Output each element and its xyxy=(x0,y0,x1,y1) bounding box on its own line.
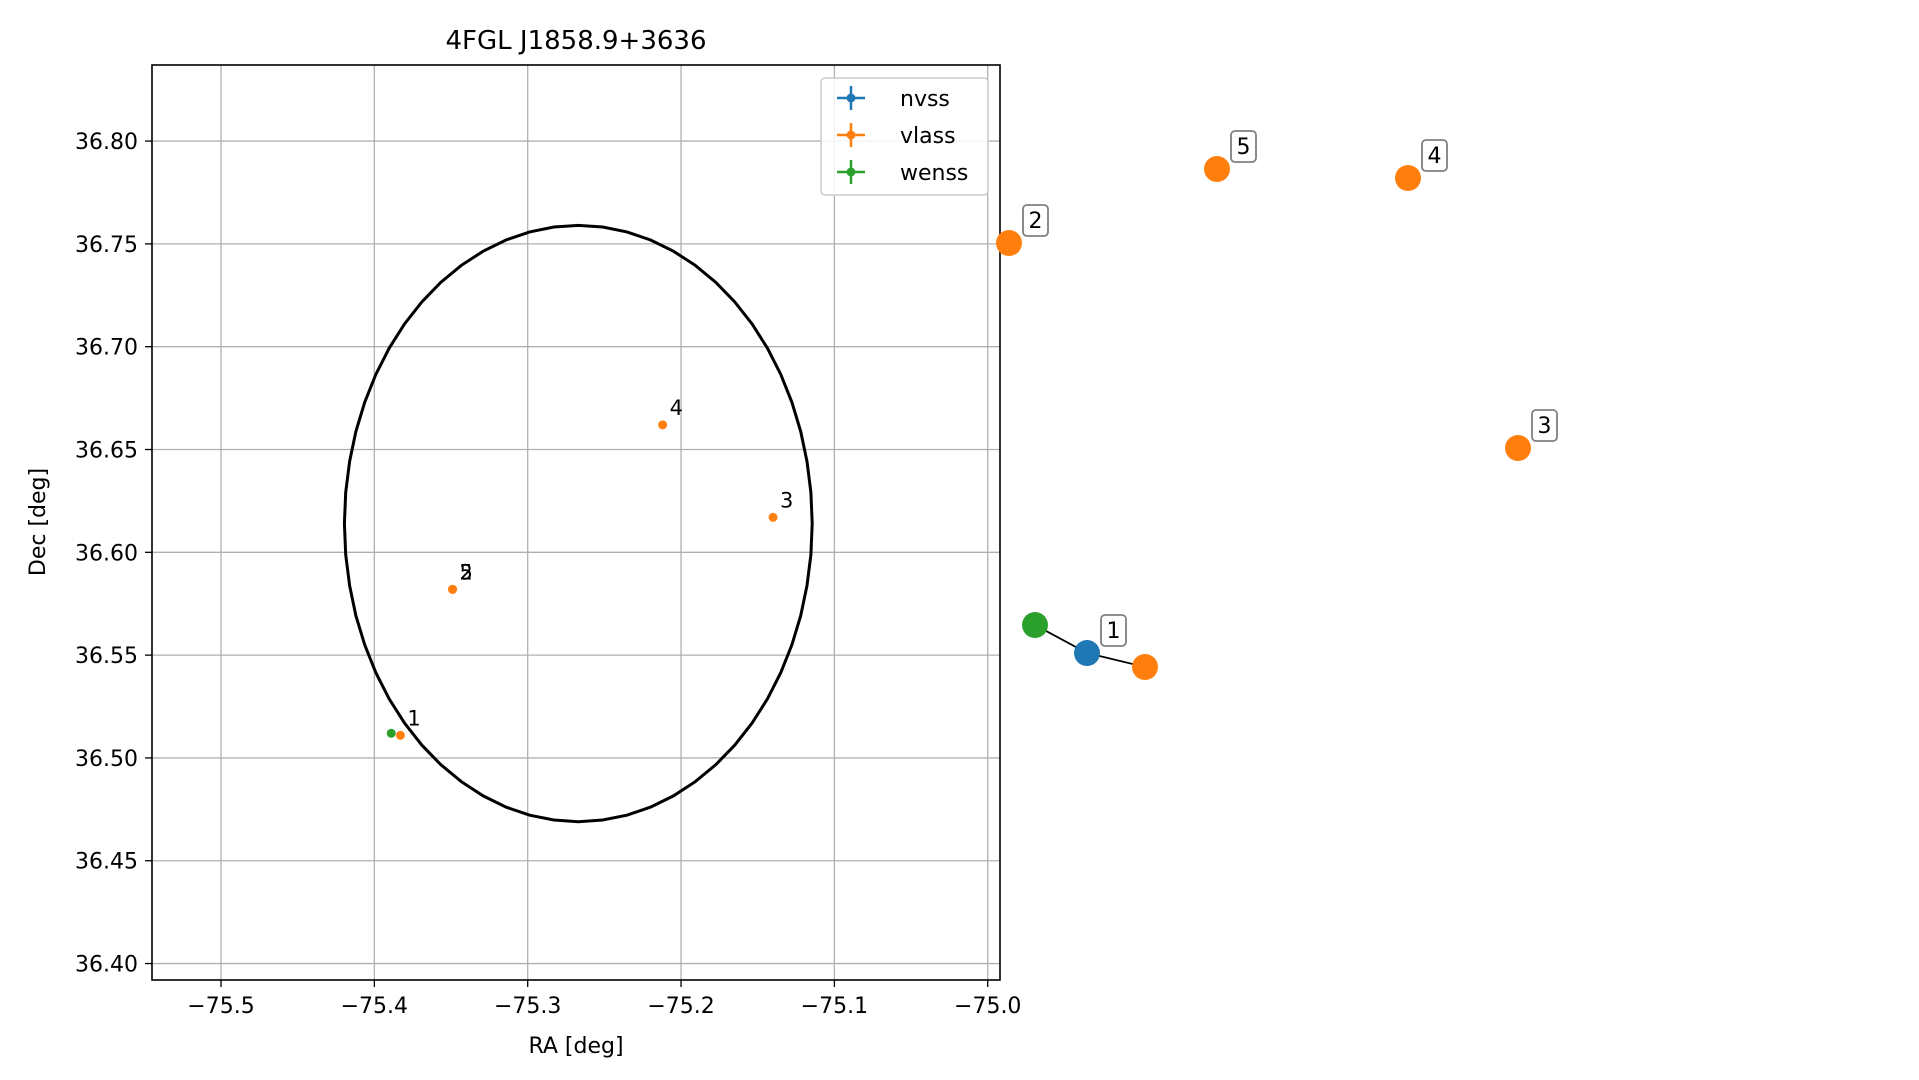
x-axis-label: RA [deg] xyxy=(528,1034,623,1059)
graph-node-label-box xyxy=(1531,409,1558,442)
x-tick-label: −75.0 xyxy=(954,994,1021,1019)
y-tick-label: 36.75 xyxy=(75,233,138,258)
plot-frame xyxy=(151,64,1001,981)
graph-node-label-box xyxy=(1421,139,1448,172)
legend-wenss-dot xyxy=(846,167,856,177)
x-tick-label: −75.4 xyxy=(341,994,408,1019)
graph-node xyxy=(1132,654,1158,680)
graph-node-label: 1 xyxy=(1107,619,1121,644)
x-tick-label: −75.5 xyxy=(187,994,254,1019)
x-tick-label: −75.2 xyxy=(647,994,714,1019)
x-tick-label: −75.3 xyxy=(494,994,561,1019)
graph-node-label-box xyxy=(1230,130,1257,163)
legend-vlass-label: vlass xyxy=(900,124,956,149)
y-tick-label: 36.60 xyxy=(75,541,138,566)
point-label: 4 xyxy=(670,396,683,420)
graph-node xyxy=(1074,640,1100,666)
vlass-point xyxy=(448,584,458,594)
y-tick-label: 36.55 xyxy=(75,644,138,669)
y-tick-label: 36.45 xyxy=(75,850,138,875)
y-ticks: 36.40 36.45 36.50 36.55 36.60 36.65 36.70 36.75… xyxy=(75,130,152,978)
x-tick-label: −75.1 xyxy=(801,994,868,1019)
y-tick-label: 36.40 xyxy=(75,953,138,978)
data-points: 1 2 3 4 5 xyxy=(386,396,793,740)
graph-node xyxy=(1204,156,1230,182)
y-tick-label: 36.50 xyxy=(75,747,138,772)
y-tick-label: 36.70 xyxy=(75,336,138,361)
graph-node xyxy=(1505,435,1531,461)
point-label: 5 xyxy=(460,560,473,584)
point-label: 3 xyxy=(780,488,793,512)
legend-wenss-label: wenss xyxy=(900,161,968,186)
graph-node-label: 4 xyxy=(1428,144,1442,169)
y-tick-label: 36.80 xyxy=(75,130,138,155)
grid xyxy=(152,65,1000,980)
graph-node-label: 3 xyxy=(1538,414,1552,439)
vlass-point xyxy=(395,730,405,740)
x-ticks: −75.5 −75.4 −75.3 −75.2 −75.1 −75.0 xyxy=(187,980,1021,1019)
graph-node-label: 5 xyxy=(1237,135,1251,160)
vlass-point xyxy=(768,512,778,522)
association-graph: 1 2 5 4 3 xyxy=(996,130,1558,680)
graph-node xyxy=(996,230,1022,256)
wenss-point xyxy=(386,728,396,738)
legend: nvss vlass wenss xyxy=(820,77,989,196)
graph-node xyxy=(1022,612,1048,638)
graph-node-label-box xyxy=(1022,204,1049,237)
legend-nvss-label: nvss xyxy=(900,87,950,112)
graph-node xyxy=(1395,165,1421,191)
legend-vlass-dot xyxy=(846,130,856,140)
legend-frame xyxy=(820,77,989,196)
point-label: 1 xyxy=(407,706,420,730)
vlass-point xyxy=(658,420,668,430)
graph-nodes: 1 2 5 4 3 xyxy=(996,130,1558,680)
point-label: 2 xyxy=(460,560,473,584)
scatter-panel: 1 2 3 4 5 −75.5 −75.4 −75.3 −75.2 −75.1 −75.0 36.… xyxy=(26,26,1021,1059)
y-axis-label: Dec [deg] xyxy=(26,468,51,576)
graph-node-label-box xyxy=(1100,614,1127,647)
chart-title: 4FGL J1858.9+3636 xyxy=(446,26,707,56)
localization-ellipse xyxy=(342,223,814,824)
legend-nvss-dot xyxy=(846,93,856,103)
plot-area-background xyxy=(152,65,1000,980)
graph-node-label: 2 xyxy=(1029,209,1043,234)
y-tick-label: 36.65 xyxy=(75,439,138,464)
